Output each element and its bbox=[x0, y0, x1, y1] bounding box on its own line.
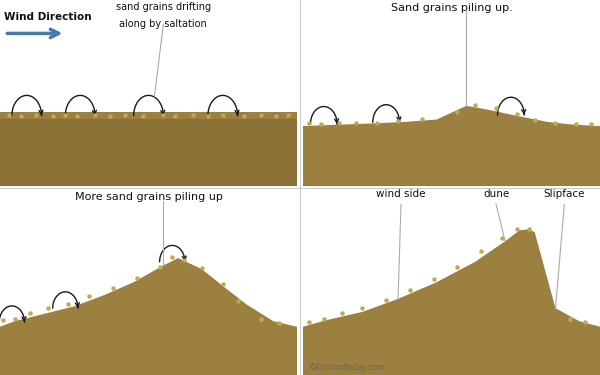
Text: along by saltation: along by saltation bbox=[119, 18, 207, 28]
Polygon shape bbox=[0, 112, 297, 119]
Text: Sand grains piling up.: Sand grains piling up. bbox=[391, 3, 512, 13]
Text: ©Eschooltoday.com: ©Eschooltoday.com bbox=[309, 363, 386, 372]
Polygon shape bbox=[0, 119, 297, 186]
Polygon shape bbox=[303, 230, 600, 375]
Text: dune: dune bbox=[483, 189, 509, 199]
Text: More sand grains piling up: More sand grains piling up bbox=[74, 192, 223, 202]
Polygon shape bbox=[0, 327, 297, 375]
Text: wind side: wind side bbox=[376, 189, 426, 199]
Polygon shape bbox=[303, 126, 600, 186]
Polygon shape bbox=[303, 327, 600, 375]
Text: sand grains drifting: sand grains drifting bbox=[116, 2, 211, 12]
Polygon shape bbox=[0, 258, 297, 375]
Text: Slipface: Slipface bbox=[544, 189, 585, 199]
Text: Wind Direction: Wind Direction bbox=[4, 12, 92, 22]
Polygon shape bbox=[303, 106, 600, 186]
